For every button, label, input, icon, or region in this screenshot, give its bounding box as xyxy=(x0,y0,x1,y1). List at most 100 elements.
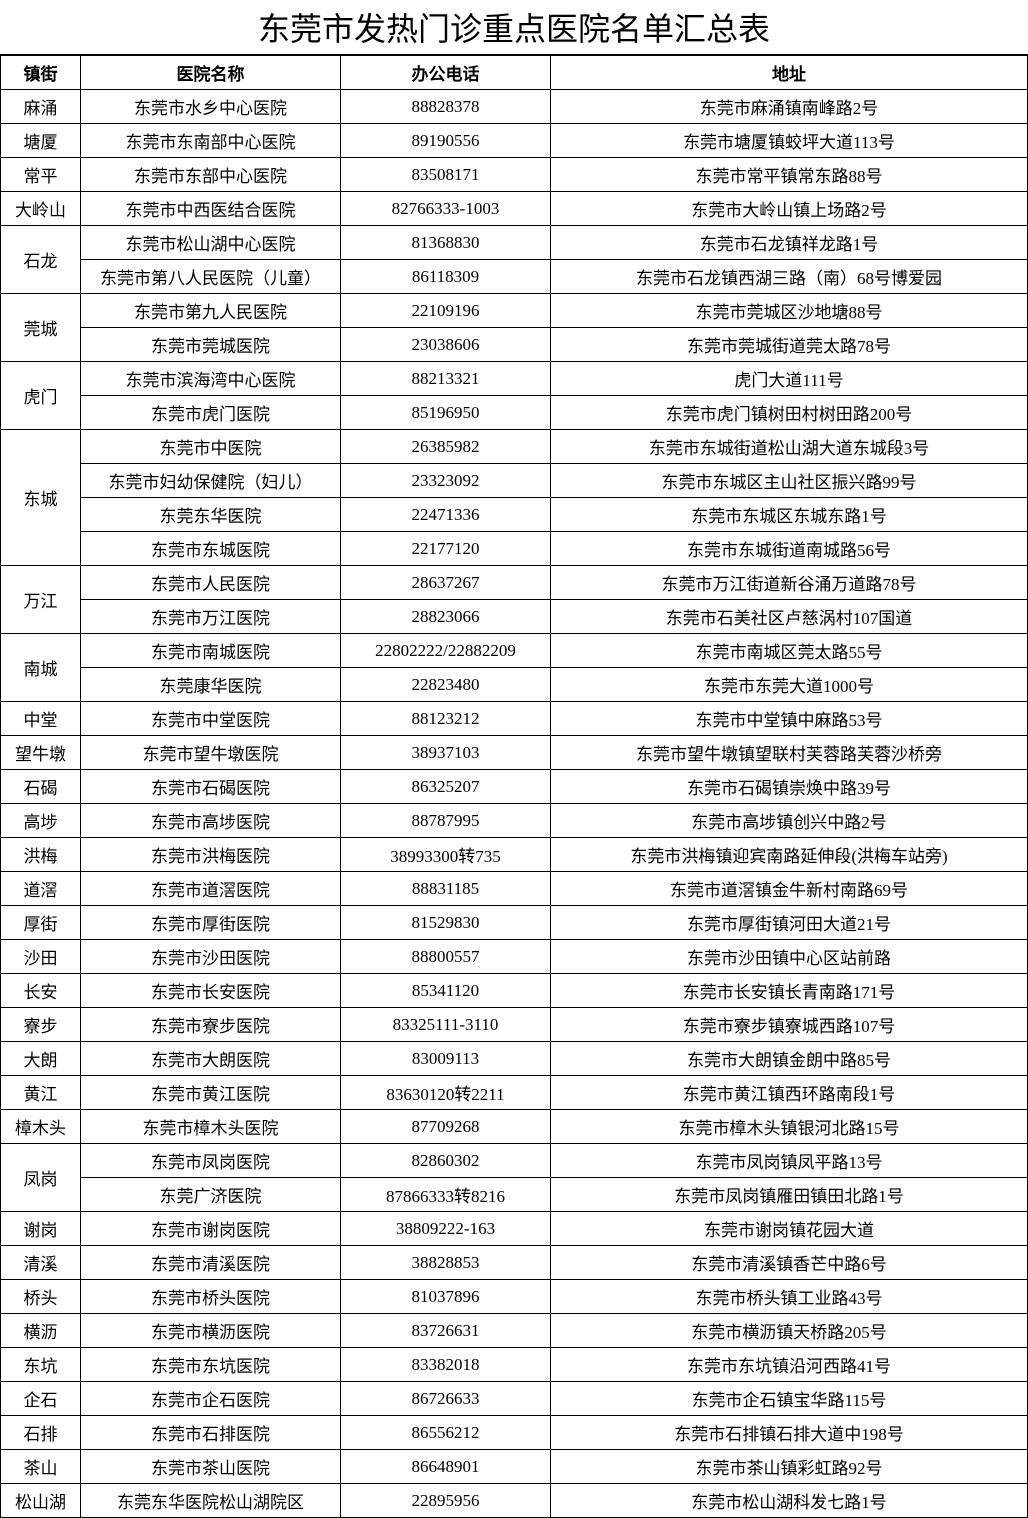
col-town: 镇街 xyxy=(1,56,81,90)
cell-addr: 东莞市洪梅镇迎宾南路延伸段(洪梅车站旁) xyxy=(551,838,1028,872)
cell-hospital: 东莞市人民医院 xyxy=(81,566,341,600)
cell-addr: 东莞市大朗镇金朗中路85号 xyxy=(551,1042,1028,1076)
cell-phone: 86726633 xyxy=(341,1382,551,1416)
table-row: 厚街东莞市厚街医院81529830东莞市厚街镇河田大道21号 xyxy=(1,906,1028,940)
cell-addr: 东莞市桥头镇工业路43号 xyxy=(551,1280,1028,1314)
table-row: 塘厦东莞市东南部中心医院89190556东莞市塘厦镇蛟坪大道113号 xyxy=(1,124,1028,158)
cell-phone: 88828378 xyxy=(341,90,551,124)
table-row: 东莞市妇幼保健院（妇儿）23323092东莞市东城区主山社区振兴路99号 xyxy=(1,464,1028,498)
cell-phone: 86648901 xyxy=(341,1450,551,1484)
cell-phone: 38809222-163 xyxy=(341,1212,551,1246)
cell-hospital: 东莞市企石医院 xyxy=(81,1382,341,1416)
cell-addr: 东莞市莞城街道莞太路78号 xyxy=(551,328,1028,362)
cell-addr: 东莞市谢岗镇花园大道 xyxy=(551,1212,1028,1246)
cell-phone: 83508171 xyxy=(341,158,551,192)
table-row: 清溪东莞市清溪医院38828853东莞市清溪镇香芒中路6号 xyxy=(1,1246,1028,1280)
cell-town: 茶山 xyxy=(1,1450,81,1484)
cell-phone: 81529830 xyxy=(341,906,551,940)
table-row: 东莞市东城医院22177120东莞市东城街道南城路56号 xyxy=(1,532,1028,566)
table-row: 中堂东莞市中堂医院88123212东莞市中堂镇中麻路53号 xyxy=(1,702,1028,736)
table-row: 望牛墩东莞市望牛墩医院38937103东莞市望牛墩镇望联村芙蓉路芙蓉沙桥旁 xyxy=(1,736,1028,770)
cell-hospital: 东莞市中医院 xyxy=(81,430,341,464)
cell-hospital: 东莞市长安医院 xyxy=(81,974,341,1008)
cell-phone: 83382018 xyxy=(341,1348,551,1382)
cell-town: 麻涌 xyxy=(1,90,81,124)
cell-hospital: 东莞市东部中心医院 xyxy=(81,158,341,192)
cell-phone: 22471336 xyxy=(341,498,551,532)
cell-town: 大朗 xyxy=(1,1042,81,1076)
cell-addr: 东莞市长安镇长青南路171号 xyxy=(551,974,1028,1008)
cell-hospital: 东莞市高埗医院 xyxy=(81,804,341,838)
cell-hospital: 东莞市望牛墩医院 xyxy=(81,736,341,770)
col-phone: 办公电话 xyxy=(341,56,551,90)
table-row: 东城东莞市中医院26385982东莞市东城街道松山湖大道东城段3号 xyxy=(1,430,1028,464)
table-row: 大朗东莞市大朗医院83009113东莞市大朗镇金朗中路85号 xyxy=(1,1042,1028,1076)
cell-phone: 23323092 xyxy=(341,464,551,498)
cell-phone: 28823066 xyxy=(341,600,551,634)
cell-addr: 东莞市南城区莞太路55号 xyxy=(551,634,1028,668)
cell-hospital: 东莞东华医院松山湖院区 xyxy=(81,1484,341,1518)
table-row: 南城东莞市南城医院22802222/22882209东莞市南城区莞太路55号 xyxy=(1,634,1028,668)
cell-addr: 东莞市万江街道新谷涌万道路78号 xyxy=(551,566,1028,600)
cell-town: 石排 xyxy=(1,1416,81,1450)
table-row: 石排东莞市石排医院86556212东莞市石排镇石排大道中198号 xyxy=(1,1416,1028,1450)
cell-town: 清溪 xyxy=(1,1246,81,1280)
cell-town: 莞城 xyxy=(1,294,81,362)
cell-phone: 88800557 xyxy=(341,940,551,974)
table-row: 东莞市万江医院28823066东莞市石美社区卢慈涡村107国道 xyxy=(1,600,1028,634)
cell-addr: 东莞市樟木头镇银河北路15号 xyxy=(551,1110,1028,1144)
cell-phone: 23038606 xyxy=(341,328,551,362)
cell-phone: 22895956 xyxy=(341,1484,551,1518)
cell-hospital: 东莞市东城医院 xyxy=(81,532,341,566)
cell-hospital: 东莞市东坑医院 xyxy=(81,1348,341,1382)
cell-hospital: 东莞市第九人民医院 xyxy=(81,294,341,328)
table-row: 洪梅东莞市洪梅医院38993300转735东莞市洪梅镇迎宾南路延伸段(洪梅车站旁… xyxy=(1,838,1028,872)
cell-town: 沙田 xyxy=(1,940,81,974)
cell-phone: 83325111-3110 xyxy=(341,1008,551,1042)
cell-hospital: 东莞市滨海湾中心医院 xyxy=(81,362,341,396)
cell-town: 万江 xyxy=(1,566,81,634)
cell-addr: 东莞市沙田镇中心区站前路 xyxy=(551,940,1028,974)
cell-phone: 86118309 xyxy=(341,260,551,294)
cell-addr: 东莞市凤岗镇凤平路13号 xyxy=(551,1144,1028,1178)
cell-hospital: 东莞市凤岗医院 xyxy=(81,1144,341,1178)
header-row: 镇街 医院名称 办公电话 地址 xyxy=(1,56,1028,90)
cell-hospital: 东莞市清溪医院 xyxy=(81,1246,341,1280)
cell-town: 谢岗 xyxy=(1,1212,81,1246)
table-row: 石龙东莞市松山湖中心医院81368830东莞市石龙镇祥龙路1号 xyxy=(1,226,1028,260)
table-row: 东莞广济医院87866333转8216东莞市凤岗镇雁田镇田北路1号 xyxy=(1,1178,1028,1212)
cell-hospital: 东莞市南城医院 xyxy=(81,634,341,668)
page-title: 东莞市发热门诊重点医院名单汇总表 xyxy=(0,0,1028,55)
cell-hospital: 东莞市洪梅医院 xyxy=(81,838,341,872)
cell-hospital: 东莞市莞城医院 xyxy=(81,328,341,362)
cell-hospital: 东莞市第八人民医院（儿童） xyxy=(81,260,341,294)
cell-hospital: 东莞市横沥医院 xyxy=(81,1314,341,1348)
cell-town: 长安 xyxy=(1,974,81,1008)
table-row: 万江东莞市人民医院28637267东莞市万江街道新谷涌万道路78号 xyxy=(1,566,1028,600)
cell-town: 黄江 xyxy=(1,1076,81,1110)
table-row: 道滘东莞市道滘医院88831185东莞市道滘镇金牛新村南路69号 xyxy=(1,872,1028,906)
cell-phone: 22109196 xyxy=(341,294,551,328)
table-row: 樟木头东莞市樟木头医院87709268东莞市樟木头镇银河北路15号 xyxy=(1,1110,1028,1144)
cell-phone: 22177120 xyxy=(341,532,551,566)
cell-addr: 东莞市东城区东城东路1号 xyxy=(551,498,1028,532)
cell-hospital: 东莞市水乡中心医院 xyxy=(81,90,341,124)
cell-hospital: 东莞市石排医院 xyxy=(81,1416,341,1450)
cell-phone: 86325207 xyxy=(341,770,551,804)
cell-town: 高埗 xyxy=(1,804,81,838)
cell-addr: 东莞市石美社区卢慈涡村107国道 xyxy=(551,600,1028,634)
cell-phone: 83726631 xyxy=(341,1314,551,1348)
cell-addr: 东莞市高埗镇创兴中路2号 xyxy=(551,804,1028,838)
cell-hospital: 东莞市石碣医院 xyxy=(81,770,341,804)
cell-hospital: 东莞市万江医院 xyxy=(81,600,341,634)
cell-addr: 东莞市麻涌镇南峰路2号 xyxy=(551,90,1028,124)
cell-hospital: 东莞市道滘医院 xyxy=(81,872,341,906)
cell-town: 石龙 xyxy=(1,226,81,294)
cell-town: 中堂 xyxy=(1,702,81,736)
cell-phone: 85341120 xyxy=(341,974,551,1008)
cell-addr: 东莞市茶山镇彩虹路92号 xyxy=(551,1450,1028,1484)
cell-addr: 东莞市石龙镇西湖三路（南）68号博爱园 xyxy=(551,260,1028,294)
cell-phone: 26385982 xyxy=(341,430,551,464)
col-addr: 地址 xyxy=(551,56,1028,90)
cell-addr: 东莞市东城街道南城路56号 xyxy=(551,532,1028,566)
